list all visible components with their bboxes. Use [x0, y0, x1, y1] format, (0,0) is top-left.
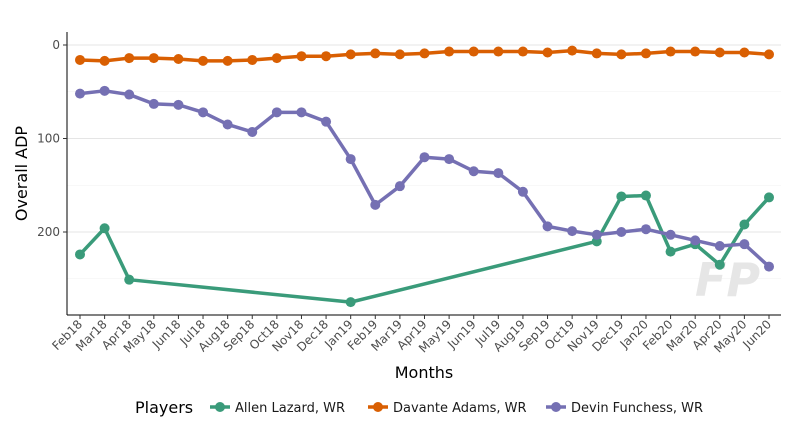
- data-point: [665, 246, 676, 257]
- data-point: [419, 152, 430, 163]
- legend-label: Allen Lazard, WR: [235, 401, 345, 416]
- data-point: [616, 227, 627, 237]
- data-point: [690, 46, 701, 57]
- data-point: [739, 47, 750, 58]
- data-point: [591, 229, 602, 240]
- data-point: [517, 46, 528, 57]
- data-point: [198, 55, 209, 66]
- data-point: [247, 54, 258, 65]
- data-point: [124, 53, 135, 64]
- data-point: [296, 51, 307, 62]
- tick-labels: 0100200Feb18Mar18Apr18May18Jun18Jul18Aug…: [37, 38, 774, 355]
- data-point: [148, 53, 159, 64]
- data-point: [370, 48, 381, 59]
- data-point: [75, 88, 85, 99]
- data-point: [468, 166, 479, 177]
- data-point: [345, 154, 356, 165]
- watermark: FP: [695, 253, 760, 307]
- data-point: [714, 241, 725, 252]
- legend-key-point: [373, 402, 383, 412]
- data-point: [419, 48, 430, 59]
- data-point: [124, 274, 135, 285]
- legend-title: Players: [135, 398, 193, 417]
- data-point: [247, 126, 258, 137]
- data-point: [271, 107, 282, 118]
- data-point: [616, 49, 627, 60]
- data-point: [665, 229, 676, 240]
- data-point: [444, 46, 455, 57]
- y-tick-label: 200: [37, 225, 60, 239]
- axes: [63, 32, 781, 319]
- data-point: [394, 181, 405, 192]
- legend-label: Devin Funchess, WR: [571, 401, 703, 416]
- data-point: [321, 51, 332, 62]
- data-point: [567, 45, 578, 56]
- data-point: [394, 49, 405, 60]
- data-point: [567, 226, 578, 237]
- data-point: [542, 47, 553, 58]
- data-point: [148, 98, 159, 109]
- legend: Players Allen Lazard, WR Davante Adams, W…: [135, 398, 703, 417]
- data-point: [739, 219, 750, 230]
- gridlines: [67, 44, 781, 280]
- y-tick-label: 0: [52, 38, 60, 52]
- data-point: [321, 116, 332, 127]
- data-point: [764, 192, 774, 203]
- data-point: [714, 47, 725, 58]
- data-point: [542, 221, 553, 232]
- y-tick-label: 100: [37, 132, 60, 146]
- data-point: [591, 48, 602, 59]
- legend-key-point: [215, 402, 225, 412]
- series-line: [78, 193, 771, 304]
- series-lines: [75, 45, 774, 308]
- data-point: [99, 223, 110, 234]
- x-axis-title: Months: [395, 363, 453, 382]
- data-point: [222, 55, 233, 66]
- legend-label: Davante Adams, WR: [393, 401, 527, 416]
- data-point: [99, 85, 110, 96]
- data-point: [345, 297, 356, 308]
- data-point: [493, 168, 504, 179]
- data-point: [739, 239, 750, 250]
- data-point: [370, 199, 381, 210]
- data-point: [296, 107, 307, 118]
- data-point: [690, 235, 701, 246]
- data-point: [198, 107, 209, 118]
- y-axis-title: Overall ADP: [12, 126, 31, 222]
- data-point: [222, 119, 233, 130]
- data-point: [764, 49, 774, 60]
- data-point: [345, 49, 356, 60]
- legend-key-point: [551, 402, 561, 412]
- data-point: [173, 54, 184, 65]
- data-point: [468, 46, 479, 57]
- data-point: [517, 186, 528, 197]
- data-point: [493, 46, 504, 57]
- data-point: [75, 54, 85, 65]
- data-point: [75, 249, 85, 260]
- data-point: [444, 154, 455, 165]
- data-point: [640, 224, 651, 235]
- data-point: [173, 99, 184, 110]
- data-point: [640, 190, 651, 201]
- data-point: [665, 46, 676, 57]
- data-point: [616, 191, 627, 202]
- data-point: [99, 55, 110, 66]
- data-point: [124, 89, 135, 100]
- data-point: [640, 48, 651, 59]
- data-point: [714, 259, 725, 270]
- data-point: [271, 53, 282, 64]
- data-point: [764, 261, 774, 272]
